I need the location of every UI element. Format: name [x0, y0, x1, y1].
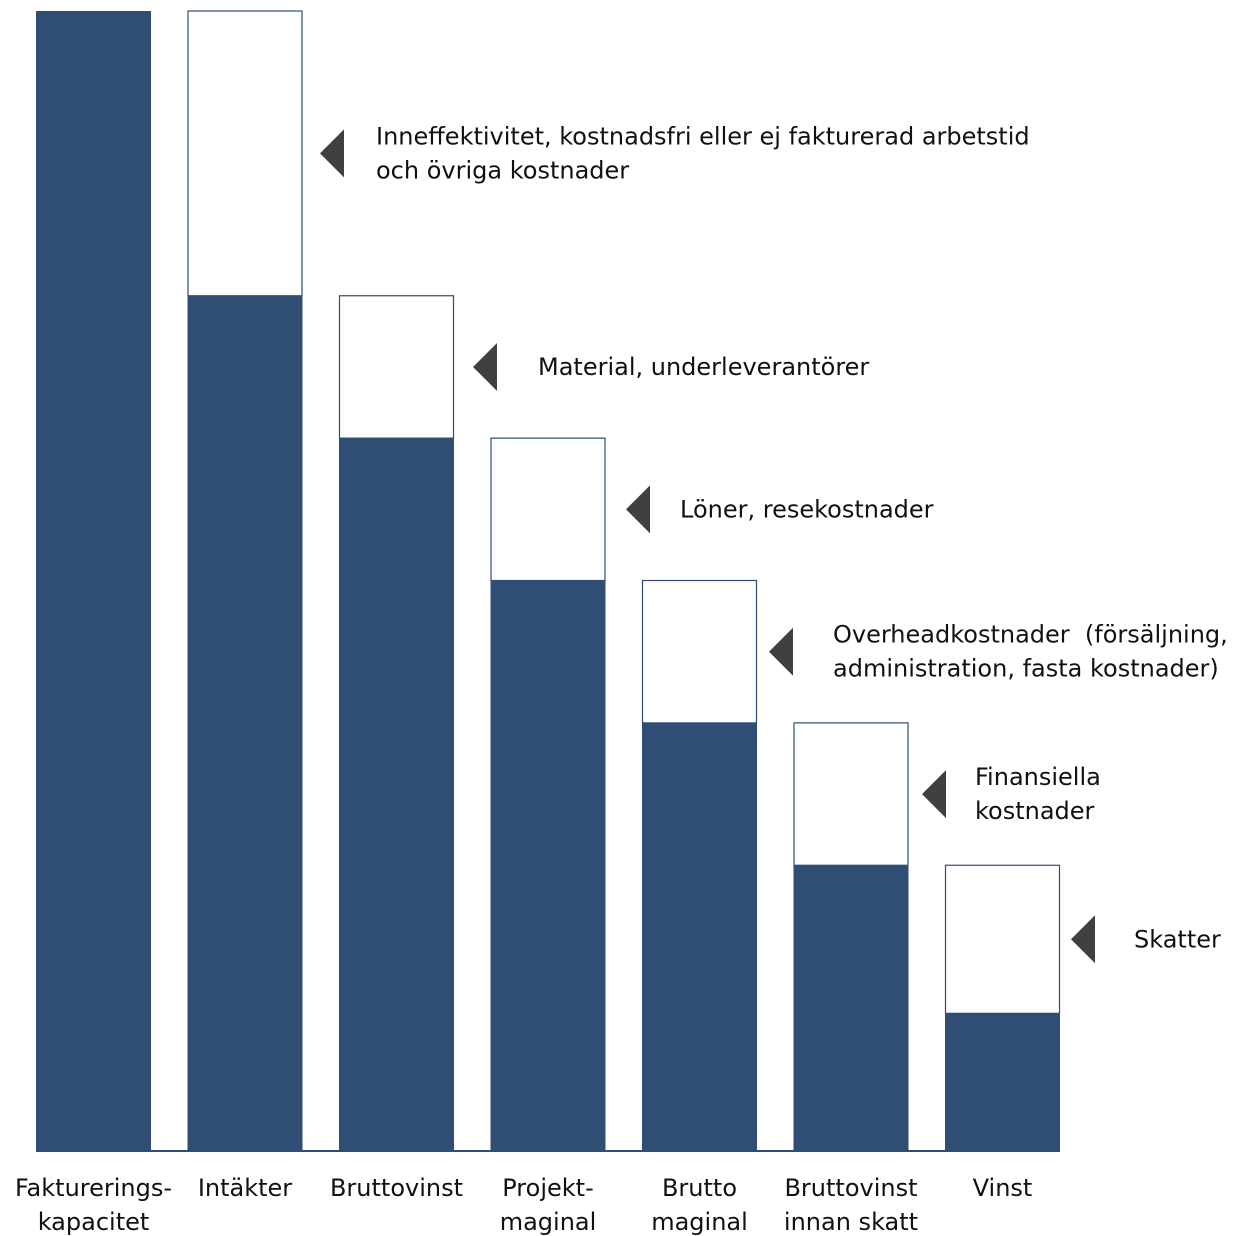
category-label-0: Fakturerings-kapacitet [15, 1174, 172, 1236]
bar-5 [793, 865, 909, 1150]
deduction-marker-icon-1 [473, 342, 497, 391]
category-label-5: Bruttovinst innan skatt [784, 1174, 918, 1236]
category-label-2: Bruttovinst [330, 1174, 463, 1202]
category-label-6: Vinst [973, 1174, 1033, 1202]
deduction-boxes [187, 10, 1061, 1014]
deduction-box-4 [793, 722, 909, 866]
deduction-markers [320, 129, 1095, 964]
deduction-labels: Inneffektivitet, kostnadsfri eller ej fa… [376, 122, 1228, 953]
category-labels: Fakturerings-kapacitet Intäkter Bruttovins… [15, 1174, 1032, 1236]
deduction-box-3 [641, 579, 758, 724]
bar-3 [490, 580, 606, 1150]
deduction-box-0 [187, 10, 303, 297]
deduction-label-3: Overheadkostnader (försäljning, administr… [833, 621, 1228, 683]
deduction-label-2: Löner, resekostnader [680, 495, 934, 523]
deduction-box-1 [338, 295, 455, 439]
deduction-box-2 [490, 437, 606, 582]
deduction-label-1: Material, underleverantörer [538, 353, 869, 381]
bar-6 [945, 1013, 1060, 1150]
deduction-label-0: Inneffektivitet, kostnadsfri eller ej fa… [376, 122, 1030, 184]
category-label-3: Projekt-maginal [500, 1174, 597, 1236]
deduction-marker-icon-3 [769, 627, 793, 676]
bar-2 [339, 438, 454, 1150]
bar-1 [187, 295, 303, 1150]
deduction-marker-icon-4 [922, 770, 946, 819]
category-label-1: Intäkter [198, 1174, 292, 1202]
deduction-box-5 [944, 864, 1061, 1014]
deduction-label-4: Finansiella kostnader [975, 763, 1101, 825]
bar-4 [642, 722, 757, 1150]
deduction-marker-icon-5 [1071, 915, 1095, 964]
deduction-label-5: Skatter [1134, 925, 1221, 953]
deduction-marker-icon-0 [320, 129, 344, 178]
bars [36, 11, 1060, 1150]
deduction-marker-icon-2 [626, 485, 650, 534]
category-label-4: Brutto maginal [651, 1174, 748, 1236]
bar-0 [36, 11, 151, 1150]
